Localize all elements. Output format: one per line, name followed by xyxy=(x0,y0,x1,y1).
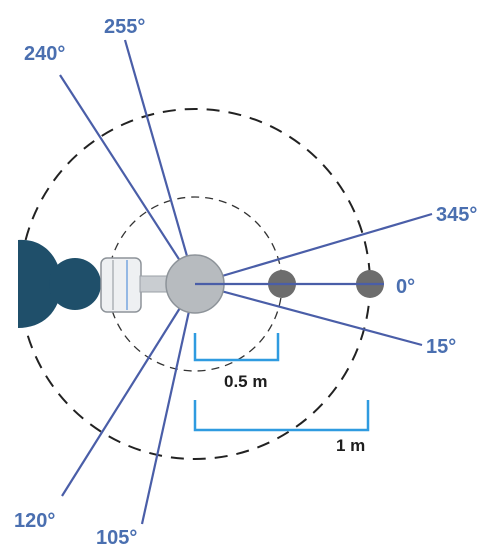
listener-head xyxy=(18,239,101,328)
head-ear xyxy=(49,258,101,310)
ray-240 xyxy=(59,74,196,285)
ray-120 xyxy=(61,283,196,497)
label-half-meter: 0.5 m xyxy=(224,372,267,391)
mic-capsule xyxy=(100,257,142,313)
ray-255 xyxy=(123,39,197,285)
label-120: 120° xyxy=(14,510,55,532)
label-0: 0° xyxy=(396,276,415,298)
label-240: 240° xyxy=(24,43,65,65)
head-back xyxy=(18,239,62,328)
microphone-device xyxy=(100,257,171,313)
label-255: 255° xyxy=(104,16,145,38)
label-345: 345° xyxy=(436,204,477,226)
label-15: 15° xyxy=(426,336,456,358)
ray-105 xyxy=(140,283,197,525)
label-105: 105° xyxy=(96,527,137,548)
bracket-one-meter xyxy=(193,400,370,432)
angle-rays xyxy=(59,39,433,525)
ray-15 xyxy=(194,282,423,347)
label-one-meter: 1 m xyxy=(336,436,365,455)
bracket-half-meter xyxy=(193,333,280,362)
ray-345 xyxy=(194,212,433,286)
